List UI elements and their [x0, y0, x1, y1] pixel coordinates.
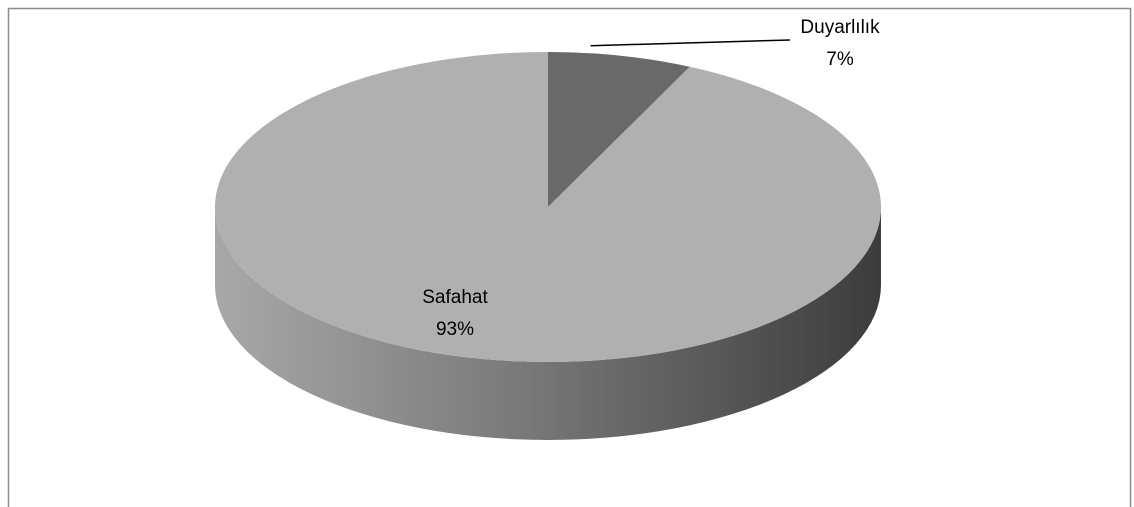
chart-border: [7, 7, 1132, 507]
pie-side: [215, 207, 881, 440]
slice-value-label: 93%: [436, 319, 474, 340]
pie: [214, 52, 881, 440]
leader-line: [590, 39, 791, 47]
pie-slice: [214, 52, 881, 362]
slice-value-label: 7%: [826, 49, 854, 70]
slice-label: Safahat: [422, 287, 488, 308]
labels: Duyarlılık 7% Safahat 93%: [422, 17, 880, 340]
pie-slice: [548, 52, 690, 207]
slice-label: Duyarlılık: [800, 17, 880, 38]
